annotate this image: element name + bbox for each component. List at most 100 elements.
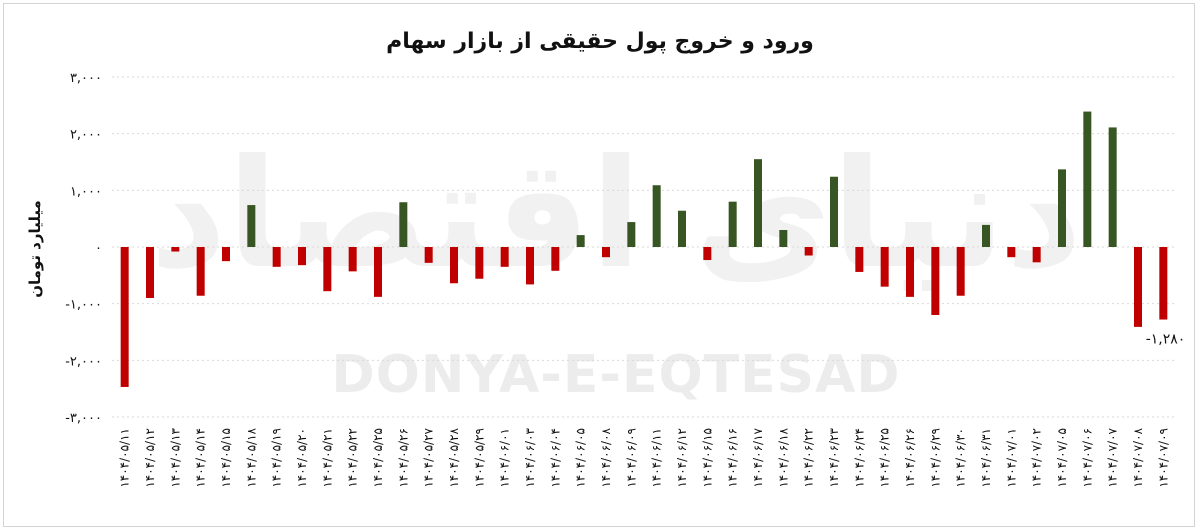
bar-chart: دنیای اقتصاد DONYA-E-EQTESAD ورود و خروج…	[26, 29, 1186, 488]
bar	[728, 201, 737, 247]
bar	[576, 235, 585, 247]
bar	[1007, 247, 1016, 258]
bar	[627, 222, 636, 247]
x-tick-label: ۱۴۰۴/۰۵/۱۴	[194, 428, 208, 488]
x-tick-label: ۱۴۰۴/۰۷/۰۲	[1030, 428, 1044, 488]
bar	[956, 247, 965, 296]
bar	[450, 247, 458, 284]
x-tick-label: ۱۴۰۴/۰۶/۰۴	[548, 428, 562, 488]
x-tick-label: ۱۴۰۴/۰۷/۰۸	[1131, 427, 1145, 487]
bar	[1159, 247, 1168, 320]
bar	[1083, 111, 1092, 247]
bar	[678, 210, 686, 247]
bar	[1032, 247, 1041, 263]
bar	[652, 185, 661, 247]
x-tick-label: ۱۴۰۴/۰۶/۲۳	[827, 427, 841, 487]
x-tick-label: ۱۴۰۴/۰۷/۰۷	[1106, 427, 1120, 487]
data-label: -۱,۲۸۰	[1146, 332, 1186, 348]
x-tick-label: ۱۴۰۴/۰۵/۲۸	[447, 427, 461, 487]
y-axis-ticks: ۳,۰۰۰ ۲,۰۰۰ ۱,۰۰۰ ۰ -۱,۰۰۰ -۲,۰۰۰ -۳,۰۰۰	[65, 71, 102, 426]
x-tick-label: ۱۴۰۴/۰۶/۱۷	[751, 427, 765, 487]
y-tick-label: -۲,۰۰۰	[65, 354, 102, 369]
x-tick-label: ۱۴۰۴/۰۷/۰۱	[1004, 428, 1018, 488]
x-tick-label: ۱۴۰۴/۰۷/۰۹	[1156, 428, 1170, 488]
bar	[804, 247, 813, 256]
bar	[703, 247, 712, 261]
bar	[272, 247, 281, 267]
x-tick-label: ۱۴۰۴/۰۵/۲۲	[346, 428, 360, 488]
bar	[298, 247, 306, 266]
bar	[779, 230, 788, 247]
bar	[146, 247, 154, 298]
x-tick-label: ۱۴۰۴/۰۷/۰۵	[1055, 428, 1069, 488]
chart-frame: دنیای اقتصاد DONYA-E-EQTESAD ورود و خروج…	[3, 3, 1195, 527]
x-tick-label: ۱۴۰۴/۰۵/۱۱	[118, 428, 132, 488]
watermark-latin: DONYA-E-EQTESAD	[331, 345, 900, 405]
chart-title: ورود و خروج پول حقیقی از بازار سهام	[386, 29, 814, 54]
y-tick-label: -۱,۰۰۰	[65, 298, 102, 313]
y-tick-label: ۱,۰۰۰	[70, 184, 102, 199]
x-tick-label: ۱۴۰۴/۰۶/۱۶	[726, 428, 740, 488]
bar	[500, 247, 509, 267]
bar	[880, 247, 889, 287]
x-tick-label: ۱۴۰۴/۰۵/۲۹	[472, 428, 486, 488]
x-tick-label: ۱۴۰۴/۰۶/۲۲	[802, 428, 816, 488]
x-tick-label: ۱۴۰۴/۰۶/۲۴	[852, 428, 866, 488]
x-axis-ticks: ۱۴۰۴/۰۵/۱۱ ۱۴۰۴/۰۵/۱۲ ۱۴۰۴/۰۵/۱۳ ۱۴۰۴/۰۵/۱۴…	[118, 427, 1171, 487]
bar	[830, 176, 838, 247]
bar	[1058, 169, 1066, 247]
x-tick-label: ۱۴۰۴/۰۶/۲۵	[878, 428, 892, 488]
x-tick-label: ۱۴۰۴/۰۵/۲۶	[396, 428, 410, 488]
y-tick-label: ۰	[95, 241, 102, 256]
x-tick-label: ۱۴۰۴/۰۵/۱۵	[219, 428, 233, 488]
x-tick-label: ۱۴۰۴/۰۶/۳۱	[979, 428, 993, 488]
bar	[475, 247, 484, 279]
x-tick-label: ۱۴۰۴/۰۷/۰۶	[1080, 428, 1094, 488]
bar	[602, 247, 610, 258]
bar	[247, 205, 256, 247]
bar	[171, 247, 180, 252]
bar	[1108, 127, 1117, 247]
x-tick-label: ۱۴۰۴/۰۶/۲۹	[928, 428, 942, 488]
x-tick-label: ۱۴۰۴/۰۵/۱۳	[168, 427, 182, 487]
x-tick-label: ۱۴۰۴/۰۵/۲۰	[295, 428, 309, 488]
x-tick-label: ۱۴۰۴/۰۶/۰۳	[523, 427, 537, 487]
x-tick-label: ۱۴۰۴/۰۵/۱۸	[244, 427, 258, 487]
x-tick-label: ۱۴۰۴/۰۶/۰۱	[498, 428, 512, 488]
x-tick-label: ۱۴۰۴/۰۶/۱۵	[700, 428, 714, 488]
x-tick-label: ۱۴۰۴/۰۶/۱۲	[675, 428, 689, 488]
bar	[424, 247, 433, 263]
x-tick-label: ۱۴۰۴/۰۵/۱۲	[143, 428, 157, 488]
x-tick-label: ۱۴۰۴/۰۶/۰۹	[624, 428, 638, 488]
bar	[754, 159, 762, 247]
x-tick-label: ۱۴۰۴/۰۶/۲۶	[903, 428, 917, 488]
bar	[120, 247, 129, 387]
bar	[348, 247, 357, 272]
x-tick-label: ۱۴۰۴/۰۶/۰۵	[574, 428, 588, 488]
y-axis-label: میلیارد تومان	[26, 200, 44, 298]
x-tick-label: ۱۴۰۴/۰۵/۲۷	[422, 427, 436, 487]
watermark: دنیای اقتصاد DONYA-E-EQTESAD	[150, 128, 1083, 405]
x-tick-label: ۱۴۰۴/۰۶/۰۸	[599, 427, 613, 487]
y-tick-label: ۳,۰۰۰	[70, 71, 102, 86]
bar	[855, 247, 864, 272]
x-tick-label: ۱۴۰۴/۰۶/۱۱	[650, 428, 664, 488]
gridlines	[112, 76, 1176, 418]
x-tick-label: ۱۴۰۴/۰۵/۱۹	[270, 428, 284, 488]
bar	[374, 247, 382, 297]
data-labels: -۱,۲۸۰	[1146, 332, 1186, 348]
bar	[222, 247, 230, 262]
x-tick-label: ۱۴۰۴/۰۶/۱۸	[776, 427, 790, 487]
y-tick-label: ۲,۰۰۰	[70, 128, 102, 143]
bar	[982, 224, 990, 247]
x-tick-label: ۱۴۰۴/۰۵/۲۵	[371, 428, 385, 488]
watermark-arabic: دنیای اقتصاد	[150, 128, 1083, 302]
bar	[1134, 247, 1142, 327]
y-tick-label: -۳,۰۰۰	[65, 411, 102, 426]
x-tick-label: ۱۴۰۴/۰۶/۳۰	[954, 428, 968, 488]
bar	[551, 247, 560, 271]
bar	[196, 247, 205, 296]
bar	[526, 247, 534, 285]
bar	[323, 247, 332, 292]
x-tick-label: ۱۴۰۴/۰۵/۲۱	[320, 428, 334, 488]
